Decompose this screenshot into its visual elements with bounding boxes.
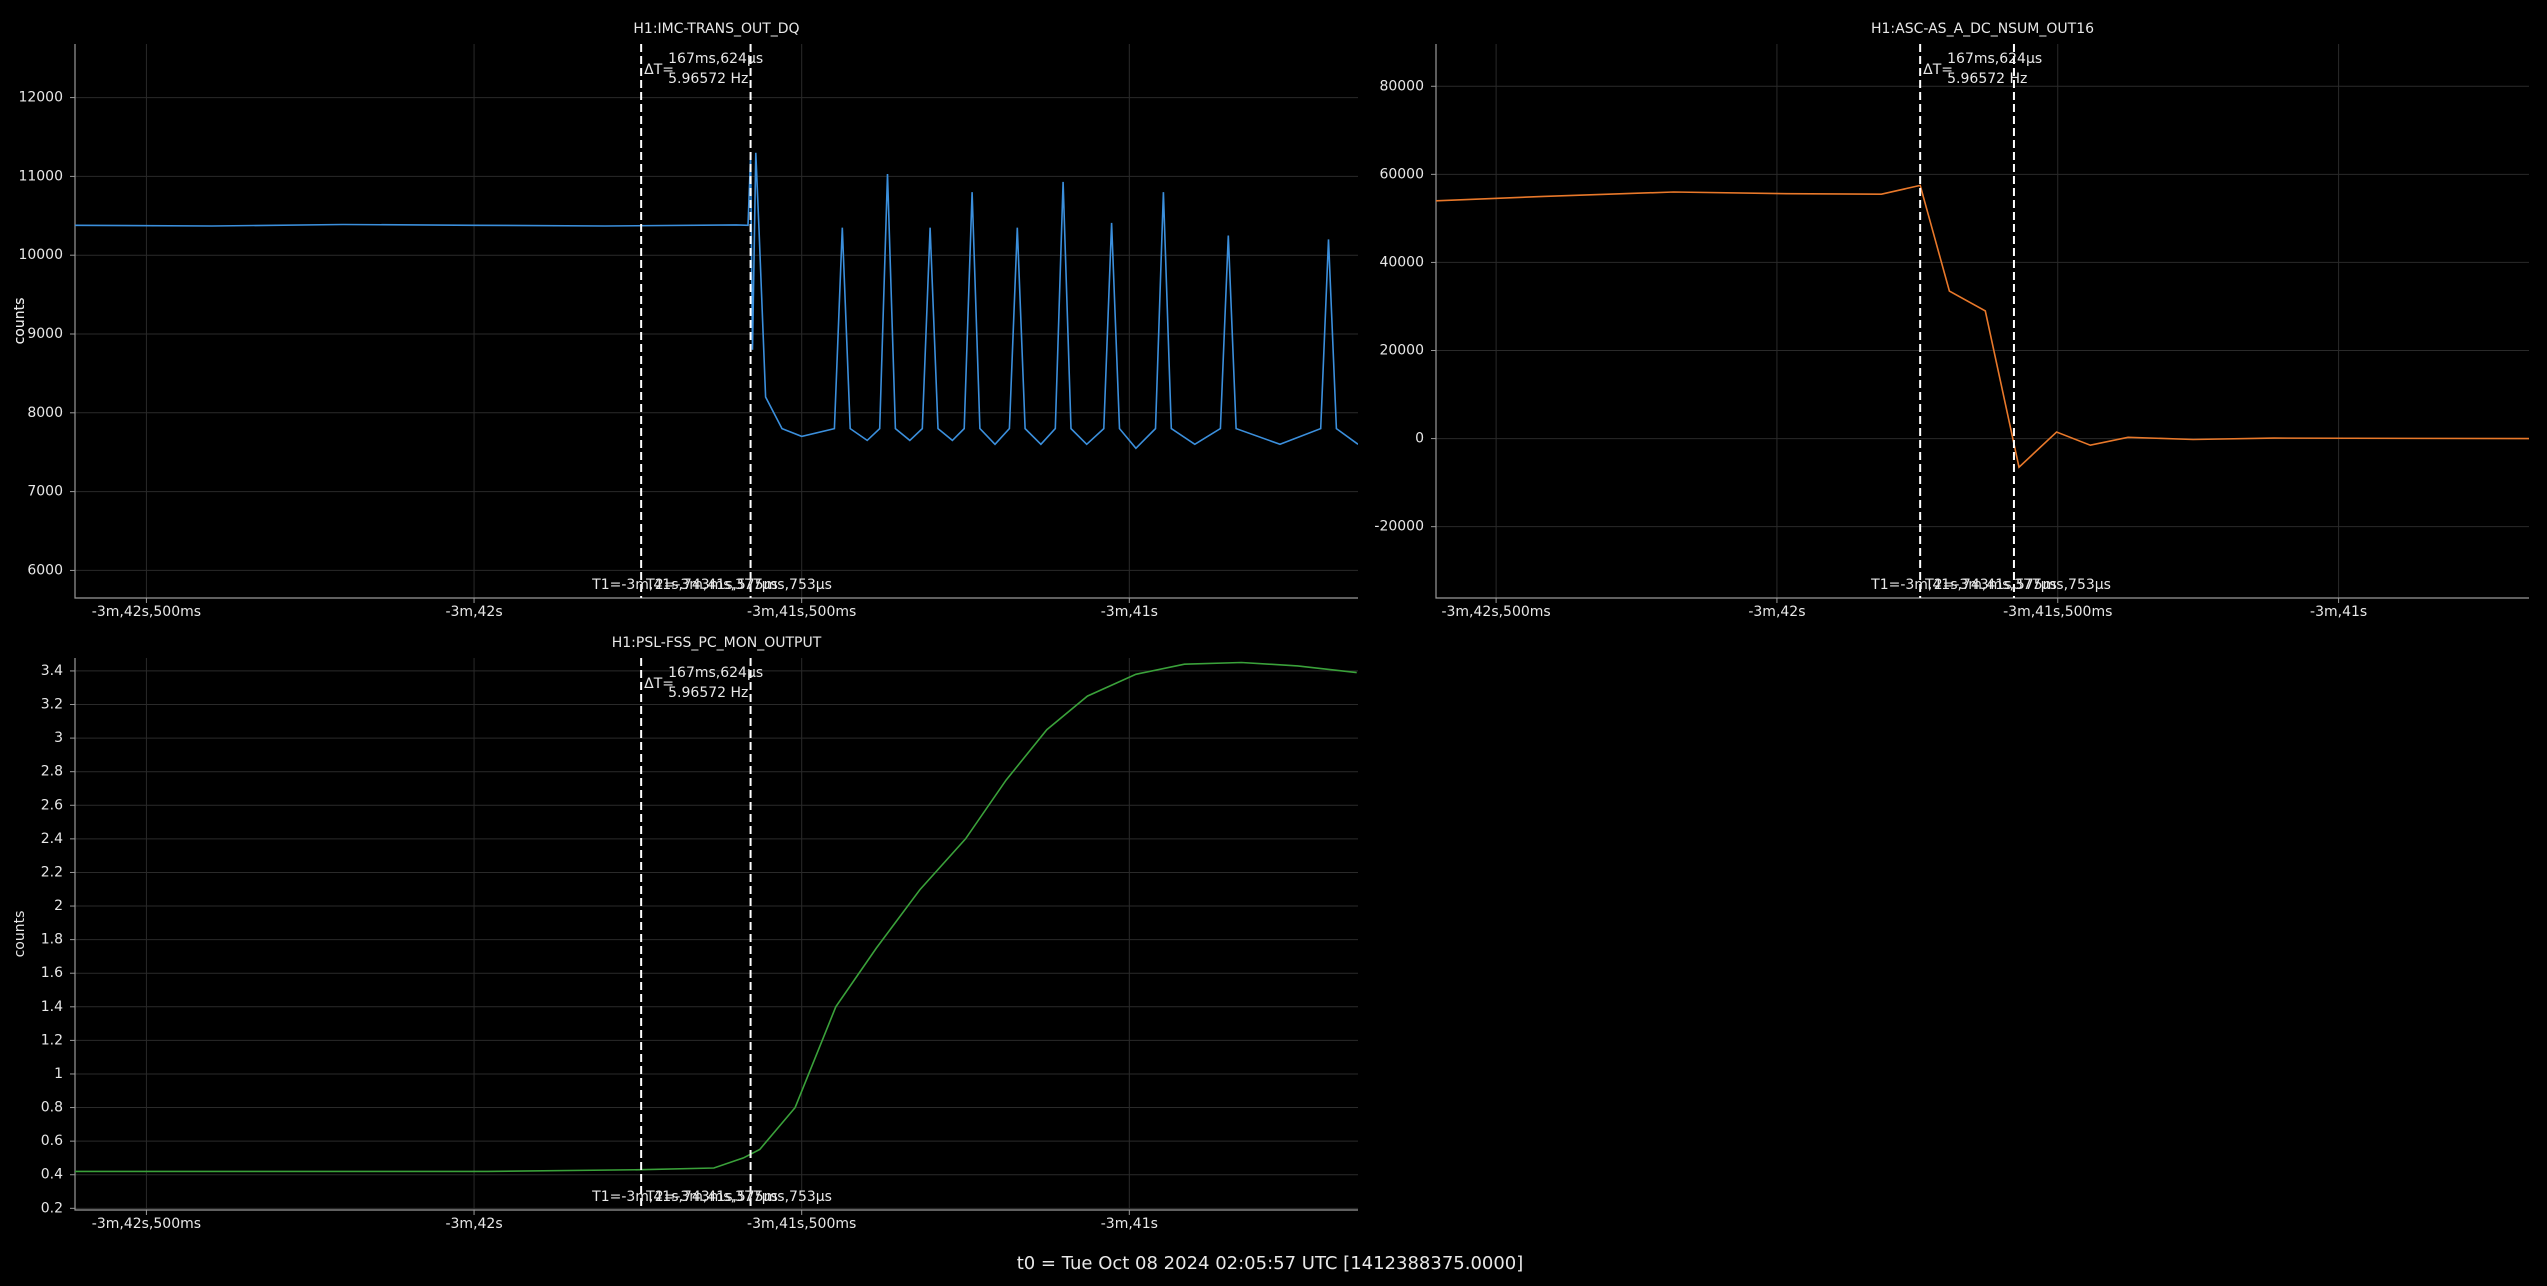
y-tick-label: 0.2	[41, 1200, 63, 1216]
x-tick-label: -3m,42s,500ms	[92, 604, 201, 620]
y-tick-label: 2	[54, 898, 63, 914]
plot-title: H1:ASC-AS_A_DC_NSUM_OUT16	[1871, 21, 2094, 37]
y-tick-label: 3.4	[41, 663, 63, 679]
y-tick-label: 11000	[18, 168, 63, 184]
cursor-t2-label: T2=-3m,41s,575ms,753µs	[645, 577, 832, 593]
delta-frequency: 5.96572 Hz	[668, 71, 748, 87]
x-tick-label: -3m,42s	[445, 1216, 502, 1232]
y-tick-label: 9000	[27, 326, 63, 342]
y-tick-label: 2.8	[41, 764, 63, 780]
x-tick-label: -3m,41s	[2310, 604, 2367, 620]
delta-label: ΔT=	[644, 676, 674, 692]
y-tick-label: 80000	[1379, 78, 1424, 94]
axis-frame	[74, 658, 1358, 1211]
y-tick-label: 10000	[18, 247, 63, 263]
cursor-t1-label: T1=-3m,41s,743ms,377µs	[591, 1189, 778, 1205]
cursor-t2-label: T2=-3m,41s,575ms,753µs	[1924, 577, 2111, 593]
x-tick-label: -3m,41s,500ms	[747, 604, 856, 620]
signal-trace	[75, 152, 1358, 450]
delta-value: 167ms,624µs	[668, 51, 763, 67]
x-tick-label: -3m,42s	[1748, 604, 1805, 620]
y-tick-label: 1.8	[41, 932, 63, 948]
y-tick-label: 12000	[18, 90, 63, 106]
y-axis-label: counts	[12, 298, 28, 345]
y-tick-label: 2.2	[41, 864, 63, 880]
y-tick-label: 0.6	[41, 1133, 63, 1149]
footer: t0 = Tue Oct 08 2024 02:05:57 UTC [14123…	[1017, 1253, 1524, 1274]
x-tick-label: -3m,41s	[1101, 604, 1158, 620]
y-axis-label: counts	[12, 298, 28, 345]
y-tick-label: 0.4	[41, 1167, 63, 1183]
plot-title: H1:IMC-TRANS_OUT_DQ	[633, 21, 799, 37]
cursor-t1-label: T1=-3m,41s,743ms,377µs	[1870, 577, 2057, 593]
y-tick-label: 0	[1415, 431, 1424, 447]
y-tick-label: 1	[54, 1066, 63, 1082]
cursor-t1-label: T1=-3m,41s,743ms,377µs	[591, 577, 778, 593]
delta-value: 167ms,624µs	[668, 665, 763, 681]
y-tick-label: 1.4	[41, 999, 63, 1015]
delta-label: ΔT=	[644, 62, 674, 78]
x-tick-label: -3m,42s	[445, 604, 502, 620]
y-tick-label: 0.8	[41, 1100, 63, 1116]
x-tick-label: -3m,42s,500ms	[92, 1216, 201, 1232]
y-tick-label: 2.4	[41, 831, 63, 847]
y-tick-label: 3	[54, 730, 63, 746]
y-tick-label: 3.2	[41, 697, 63, 713]
y-tick-label: 2.6	[41, 797, 63, 813]
delta-label: ΔT=	[1923, 62, 1953, 78]
x-tick-label: -3m,41s	[1101, 1216, 1158, 1232]
signal-trace	[1436, 184, 2529, 469]
plot-title: H1:PSL-FSS_PC_MON_OUTPUT	[612, 635, 822, 651]
cursor-t2-label: T2=-3m,41s,575ms,753µs	[645, 1189, 832, 1205]
y-tick-label: 40000	[1379, 254, 1424, 270]
y-tick-label: 20000	[1379, 343, 1424, 359]
y-axis-label: counts	[12, 911, 28, 958]
delta-value: 167ms,624µs	[1947, 51, 2042, 67]
y-tick-label: 1.2	[41, 1032, 63, 1048]
x-tick-label: -3m,41s,500ms	[747, 1216, 856, 1232]
delta-frequency: 5.96572 Hz	[1947, 71, 2027, 87]
y-tick-label: 1.6	[41, 965, 63, 981]
y-tick-label: 6000	[27, 562, 63, 578]
delta-frequency: 5.96572 Hz	[668, 685, 748, 701]
axis-frame	[1435, 44, 2529, 599]
y-tick-label: -20000	[1374, 519, 1424, 535]
y-tick-label: 7000	[27, 484, 63, 500]
x-tick-label: -3m,41s,500ms	[2003, 604, 2112, 620]
signal-trace	[75, 661, 1357, 1173]
axis-frame	[74, 44, 1358, 599]
y-tick-label: 60000	[1379, 166, 1424, 182]
y-tick-label: 8000	[27, 405, 63, 421]
x-tick-label: -3m,42s,500ms	[1441, 604, 1550, 620]
